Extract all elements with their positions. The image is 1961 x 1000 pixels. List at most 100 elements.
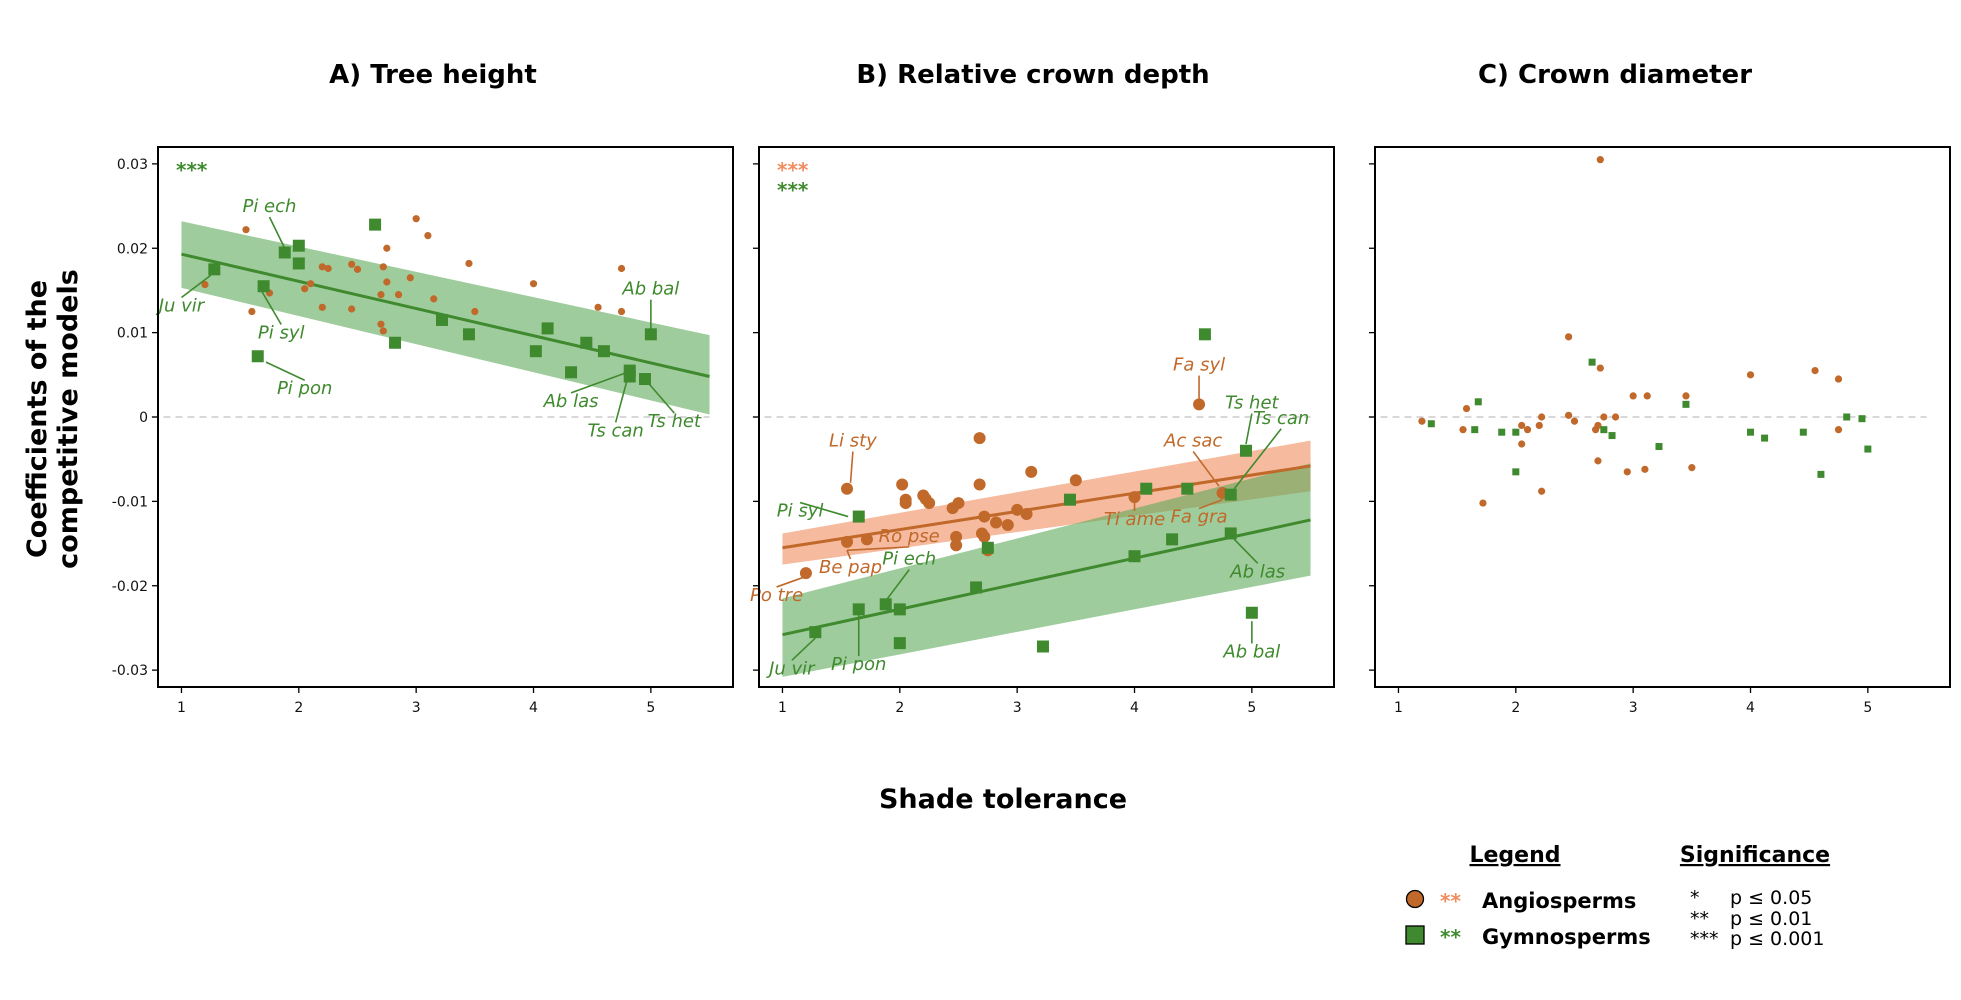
gymno-point <box>1799 428 1807 436</box>
angio-point <box>1834 375 1843 383</box>
significance-text-2: p ≤ 0.01 <box>1730 908 1812 930</box>
angio-point <box>248 307 256 316</box>
x-tick-label: 4 <box>1130 700 1139 716</box>
x-tick-label: 5 <box>646 700 655 716</box>
angio-point <box>529 280 538 288</box>
gymno-point <box>369 218 382 231</box>
angio-point <box>799 567 812 580</box>
gymno-point <box>1498 428 1506 436</box>
angio-point <box>383 244 391 252</box>
angio-point <box>1538 413 1546 421</box>
angio-point <box>1069 474 1082 487</box>
annotation-leader <box>799 501 849 518</box>
angio-point <box>1001 519 1014 531</box>
angio-point <box>1020 508 1033 521</box>
angio-point <box>412 215 420 223</box>
panel-crown-diameter: 1 2 3 4 5 <box>1368 146 1951 716</box>
gymno-point <box>1512 428 1520 436</box>
angio-point <box>1643 392 1651 400</box>
species-label: Ab las <box>1229 561 1285 582</box>
angio-point <box>1623 468 1631 476</box>
y-axis-title-line2: competitive models <box>53 269 84 569</box>
species-label: Be pap <box>819 557 882 578</box>
annotation-leader <box>570 372 626 394</box>
gymno-point <box>1655 443 1663 451</box>
legend-angio-stars: ** <box>1440 889 1461 913</box>
annotation-leader <box>846 546 910 552</box>
gymno-significance-stars: *** <box>777 178 809 202</box>
panel-relative-crown-depth: Li sty Pi syl Ro pse Be pap Pi ech Po tre Ju v… <box>750 146 1335 716</box>
angio-point <box>1418 417 1426 425</box>
angio-point <box>1629 392 1637 400</box>
species-label: Pi pon <box>277 378 332 399</box>
gymno-point <box>1682 400 1690 408</box>
legend-title: Legend <box>1469 843 1560 868</box>
angio-point <box>899 497 912 510</box>
angio-point <box>377 320 385 328</box>
gymno-point <box>1512 468 1520 476</box>
gymno-point <box>1427 420 1435 428</box>
angio-point <box>1565 411 1573 419</box>
angio-point <box>324 264 332 273</box>
angio-point <box>379 263 387 271</box>
annotation-leader <box>1192 451 1220 487</box>
x-tick-label: 3 <box>412 700 421 716</box>
significance-text-1: p ≤ 0.05 <box>1730 887 1812 909</box>
angio-point <box>306 280 315 288</box>
x-tick-label: 4 <box>1746 700 1755 716</box>
species-label: Ac sac <box>1163 431 1222 452</box>
gymno-point <box>879 598 892 611</box>
angio-point <box>1570 417 1579 425</box>
species-label: Fa syl <box>1173 355 1225 376</box>
species-label: Pi pon <box>831 654 886 675</box>
angio-point <box>860 533 873 546</box>
legend-gymno-marker <box>1405 925 1425 945</box>
significance-key: Significance * p ≤ 0.05 ** p ≤ 0.01 *** … <box>1680 843 1830 950</box>
gymno-point <box>1747 428 1755 436</box>
species-label: Pi syl <box>258 323 305 344</box>
angio-point <box>1611 413 1620 421</box>
annotation-leader <box>776 576 804 588</box>
angio-point <box>1128 491 1141 504</box>
angio-point <box>318 263 326 271</box>
angio-point <box>383 278 391 286</box>
species-label: Ab bal <box>621 279 679 300</box>
gymno-point <box>1864 445 1872 453</box>
y-tick-label: 0.02 <box>117 241 148 257</box>
species-label: Ts can <box>588 420 644 441</box>
angio-point <box>1600 413 1608 421</box>
gymno-point <box>1761 434 1769 442</box>
panel-b-title: B) Relative crown depth <box>856 60 1209 90</box>
angio-point <box>950 539 963 552</box>
x-tick-label: 5 <box>1247 700 1256 716</box>
angio-point <box>1811 366 1819 375</box>
angio-point <box>841 482 854 495</box>
gymno-point <box>1063 493 1076 506</box>
gymno-point <box>1474 398 1482 406</box>
gymno-point <box>852 603 865 616</box>
annotation-leader <box>846 550 852 560</box>
angio-point <box>348 260 356 268</box>
annotation-leader <box>647 382 675 414</box>
angio-point <box>1594 457 1602 465</box>
significance-stars-1: * <box>1690 887 1700 909</box>
angio-point <box>1479 499 1487 507</box>
legend: Legend ** Angiosperms ** Gymnosperms <box>1405 843 1651 949</box>
angio-point <box>1518 440 1526 448</box>
x-tick-label: 3 <box>1629 700 1638 716</box>
angio-point <box>594 303 602 311</box>
angio-point <box>617 264 626 273</box>
angio-point <box>1523 426 1532 434</box>
gymno-point <box>809 626 822 639</box>
gymno-point <box>292 257 305 270</box>
gymno-point <box>1166 533 1179 546</box>
angio-fit-line <box>782 464 1311 550</box>
angio-point <box>1565 333 1573 341</box>
angio-point <box>990 516 1003 529</box>
angio-point <box>1535 421 1543 430</box>
gymno-point <box>1858 415 1866 423</box>
angio-point <box>1538 487 1546 495</box>
angio-point <box>1193 398 1206 411</box>
annotation-leader <box>265 361 306 381</box>
gymno-significance-stars: *** <box>176 158 208 182</box>
